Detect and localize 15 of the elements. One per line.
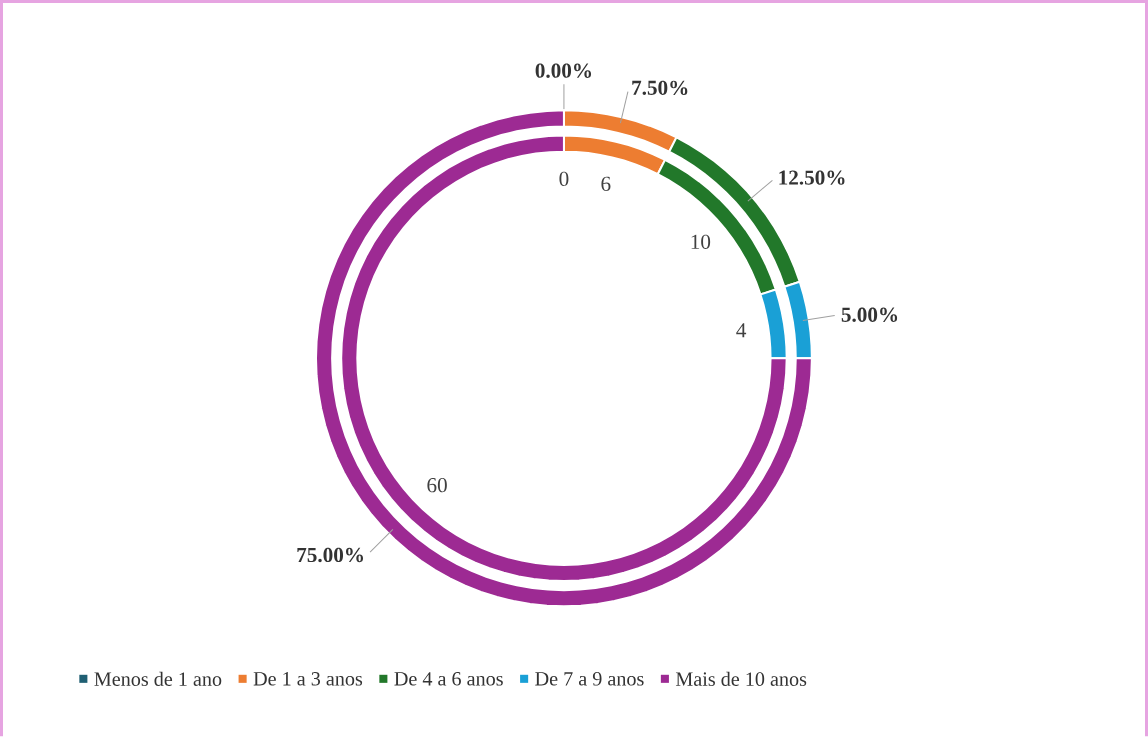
data-label: 75.00% <box>297 547 364 563</box>
data-label: 60 <box>427 478 447 493</box>
data-label: 7.50% <box>632 80 688 96</box>
data-label: 10 <box>691 234 711 250</box>
text: 0.00% <box>535 63 592 79</box>
data-label: 4 <box>736 323 747 338</box>
legend-label: De 4 a 6 anos <box>394 672 503 686</box>
legend-label: Mais de 10 anos <box>675 671 807 687</box>
legend-label: De 7 a 9 anos <box>535 672 644 686</box>
data-label: 5.00% <box>841 307 898 323</box>
data-label: 6 <box>601 176 611 192</box>
data-label: 12.50% <box>779 170 845 185</box>
legend-label: Menos de 1 ano <box>94 671 222 687</box>
legend-label: De 1 a 3 anos <box>253 672 363 686</box>
text: 0 <box>559 171 569 187</box>
